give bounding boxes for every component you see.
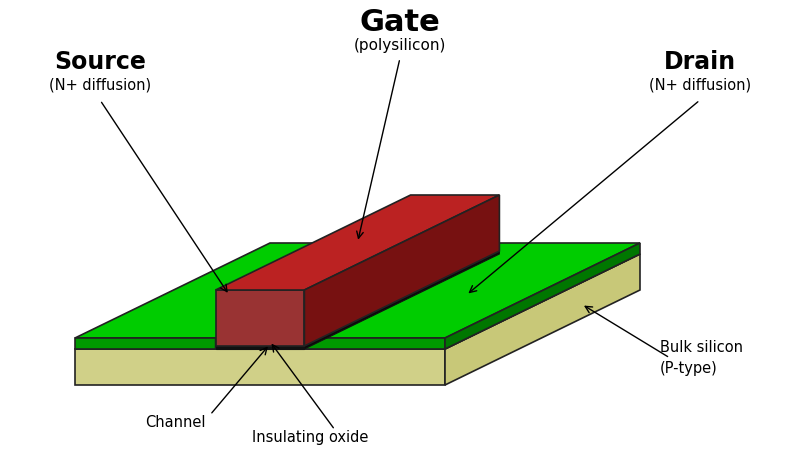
Text: (N+ diffusion): (N+ diffusion) [49, 78, 151, 93]
Text: (polysilicon): (polysilicon) [354, 38, 446, 53]
Text: (N+ diffusion): (N+ diffusion) [649, 78, 751, 93]
Text: Source: Source [54, 50, 146, 74]
Polygon shape [75, 349, 445, 385]
Text: Insulating oxide: Insulating oxide [252, 430, 368, 445]
Polygon shape [216, 195, 499, 290]
Text: Channel: Channel [145, 415, 206, 430]
Polygon shape [304, 243, 640, 338]
Polygon shape [445, 243, 640, 349]
Polygon shape [216, 290, 304, 346]
Polygon shape [75, 338, 216, 349]
Polygon shape [216, 346, 304, 349]
Polygon shape [304, 251, 499, 349]
Polygon shape [216, 251, 499, 346]
Polygon shape [445, 254, 640, 385]
Text: Drain: Drain [664, 50, 736, 74]
Polygon shape [304, 195, 499, 346]
Polygon shape [216, 243, 410, 349]
Text: Gate: Gate [360, 8, 440, 37]
Polygon shape [75, 243, 410, 338]
Polygon shape [75, 254, 640, 349]
Polygon shape [304, 338, 445, 349]
Text: Bulk silicon
(P-type): Bulk silicon (P-type) [660, 340, 743, 376]
